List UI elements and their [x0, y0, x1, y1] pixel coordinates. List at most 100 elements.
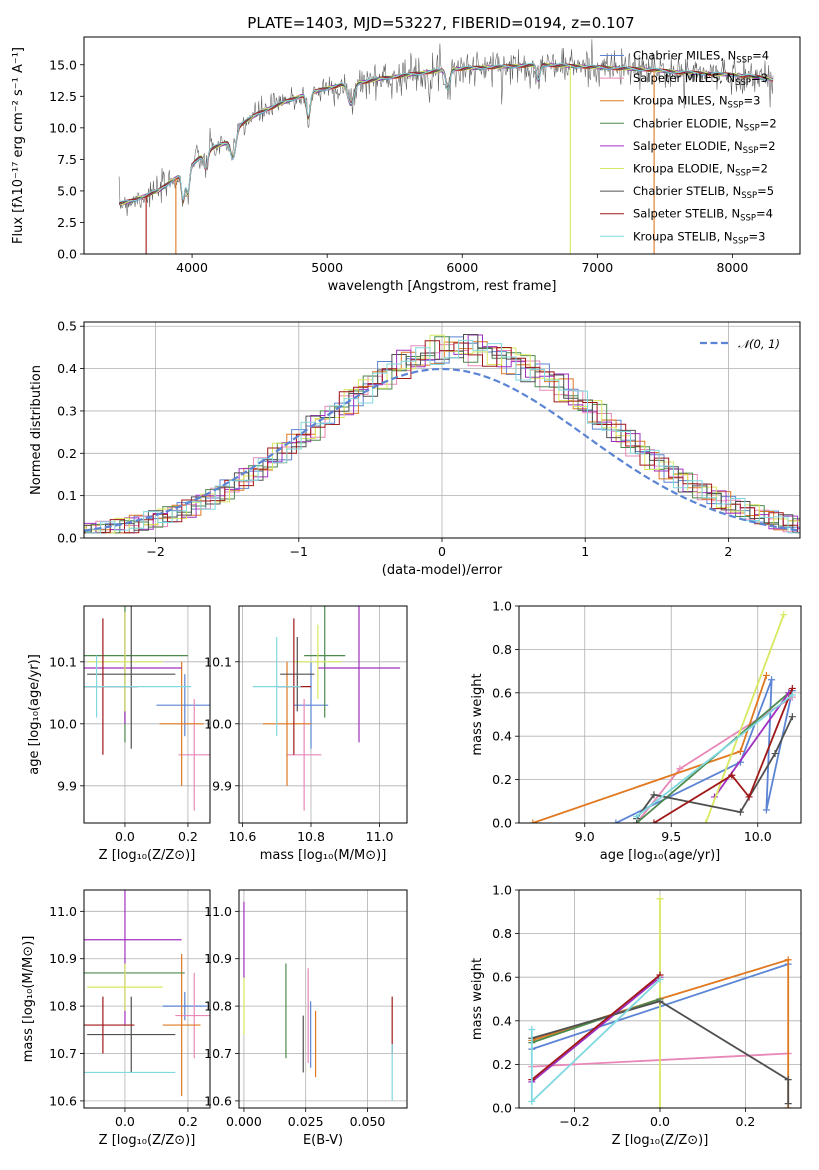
legend-label-text: Salpeter STELIB, N [633, 207, 740, 221]
y-tick-label: 1.0 [492, 883, 512, 898]
x-tick-label: 0.000 [226, 1114, 262, 1129]
y-axis-label: mass weight [470, 673, 485, 755]
y-tick-label: 0.5 [57, 319, 77, 334]
x-axis-label: wavelength [Angstrom, rest frame] [328, 279, 557, 294]
mass-weight-marker-kroupa_miles [529, 819, 537, 823]
mass-weight-marker-chabrier_stelib [784, 1100, 792, 1108]
y-tick-label: 0.0 [57, 531, 77, 546]
legend-label-text: Salpeter ELODIE, N [633, 139, 743, 153]
x-tick-label: 1 [581, 544, 589, 559]
panel-age_vs_mass: 10.6 10.8 11.0 9.9 10.0 10.1 mass [log₁₀(M/M⊙)… [204, 605, 408, 863]
y-tick-label: 9.9 [212, 778, 232, 793]
figure-title: PLATE=1403, MJD=53227, FIBERID=0194, z=0… [247, 14, 634, 32]
mass-weight-line-salpeter_elodie [713, 692, 790, 798]
mass-weight-line-salpeter_stelib [531, 974, 661, 1081]
legend-label-tail: =5 [757, 184, 774, 198]
legend-label-text: Chabrier MILES, N [633, 49, 736, 63]
y-tick-label: 10.7 [49, 1046, 77, 1061]
y-tick-label: 10.6 [204, 1093, 232, 1108]
legend-label-text: Salpeter MILES, N [633, 71, 735, 85]
panel-mass_weight_vs_age: 9.0 9.5 10.0 0.0 0.2 0.4 0.6 0.8 1.0 age [log₁₀(a… [470, 599, 802, 863]
plot-area-mass_vs_ebv [243, 901, 393, 1101]
y-axis-label: mass weight [470, 958, 485, 1040]
x-tick-label: 9.5 [661, 829, 681, 844]
mass-weight-marker-kroupa_miles [762, 671, 770, 679]
axes-frame [83, 36, 801, 255]
x-axis-label: (data-model)/error [382, 563, 503, 578]
legend-label-sub: SSP [733, 236, 749, 246]
y-tick-label: 0.8 [492, 926, 512, 941]
x-tick-label: 2 [724, 544, 732, 559]
y-tick-label: 0.6 [492, 685, 512, 700]
plot-area-mass_weight_vs_age [529, 611, 796, 823]
legend-label-text: Kroupa ELODIE, N [633, 162, 735, 176]
legend-normal-label: 𝒩(0, 1) [738, 337, 780, 351]
legend-label-tail: =4 [756, 207, 773, 221]
y-axis-label: Flux [fλ10⁻¹⁷ erg cm⁻² s⁻¹ A⁻¹] [11, 47, 26, 244]
residual-histogram-salpeter_miles [84, 344, 800, 534]
x-axis-label: mass [log₁₀(M/M⊙)] [260, 848, 387, 863]
legend-label-tail: =3 [743, 94, 760, 108]
legend-label-tail: =2 [759, 139, 776, 153]
axes-frame [83, 605, 211, 824]
legend-entry-label: Kroupa STELIB, NSSP=3 [633, 229, 765, 246]
mass-weight-marker-chabrier_miles [762, 806, 770, 814]
y-axis-label: Normed distribution [29, 365, 44, 495]
mass-weight-marker-kroupa_miles [736, 747, 744, 755]
mass-weight-marker-salpeter_stelib [650, 819, 658, 823]
legend-label-tail: =3 [751, 71, 768, 85]
normal-distribution-curve [84, 367, 800, 532]
legend-label-sub: SSP [735, 169, 751, 179]
legend-label-sub: SSP [728, 101, 744, 111]
y-tick-label: 0.6 [492, 970, 512, 985]
legend-label-tail: =2 [760, 116, 777, 130]
y-tick-label: 10.9 [49, 951, 77, 966]
x-tick-label: 10.6 [229, 829, 257, 844]
x-tick-label: 0.2 [178, 829, 198, 844]
y-tick-label: 0.0 [57, 247, 77, 262]
y-tick-label: 0.4 [492, 1013, 512, 1028]
legend-label-tail: =2 [751, 162, 768, 176]
mass-weight-marker-kroupa_elodie [702, 819, 710, 823]
mass-weight-marker-chabrier_stelib [736, 808, 744, 816]
mass-weight-marker-kroupa_miles [784, 956, 792, 964]
mass-weight-marker-kroupa_stelib [528, 1097, 536, 1105]
x-tick-label: 5000 [311, 260, 343, 275]
mass-weight-line-salpeter_elodie [531, 976, 661, 1083]
y-tick-label: 0.4 [492, 729, 512, 744]
mass-weight-line-kroupa_stelib [636, 694, 793, 818]
y-tick-label: 10.6 [49, 1093, 77, 1108]
y-tick-label: 5.0 [57, 183, 77, 198]
x-tick-label: 0.025 [288, 1114, 324, 1129]
plot-area-mass_weight_vs_Z [528, 895, 792, 1108]
panel-mass_weight_vs_Z: −0.2 0.0 0.2 0.0 0.2 0.4 0.6 0.8 1.0 Z [log₁₀(Z/Z… [470, 883, 802, 1148]
mass-weight-marker-kroupa_elodie [656, 1104, 664, 1108]
mass-weight-marker-kroupa_elodie [656, 895, 664, 903]
y-axis-label: mass [log₁₀(M/M⊙)] [21, 936, 36, 1063]
axes-frame [238, 605, 408, 824]
panel-mass_vs_Z: 0.0 0.2 10.6 10.7 10.8 10.9 11.0 Z [log₁₀(Z/Z⊙)… [21, 889, 211, 1148]
x-axis-label: Z [log₁₀(Z/Z⊙)] [99, 1133, 196, 1148]
x-tick-label: 0.2 [178, 1114, 198, 1129]
x-tick-label: 11.0 [366, 829, 394, 844]
mass-weight-line-chabrier_elodie [531, 998, 661, 1044]
x-tick-label: 10.0 [744, 829, 772, 844]
y-tick-label: 10.0 [49, 716, 77, 731]
mass-weight-marker-chabrier_miles [768, 676, 776, 684]
axes-frame [83, 889, 211, 1109]
mass-weight-line-chabrier_stelib [531, 1000, 790, 1104]
y-tick-label: 10.7 [204, 1046, 232, 1061]
x-tick-label: 0.0 [115, 1114, 135, 1129]
mass-weight-marker-kroupa_stelib [528, 1026, 536, 1034]
residual-histogram-kroupa_stelib [84, 339, 800, 534]
mass-weight-marker-kroupa_stelib [788, 691, 796, 699]
legend-entry-label: Chabrier ELODIE, NSSP=2 [633, 116, 777, 133]
residual-histogram-chabrier_miles [84, 336, 800, 534]
legend-label-sub: SSP [736, 56, 752, 66]
legend-entry-label: Salpeter ELODIE, NSSP=2 [633, 139, 776, 156]
legend-label-text: Kroupa STELIB, N [633, 229, 733, 243]
y-tick-label: 9.9 [57, 778, 77, 793]
y-tick-label: 11.0 [204, 904, 232, 919]
